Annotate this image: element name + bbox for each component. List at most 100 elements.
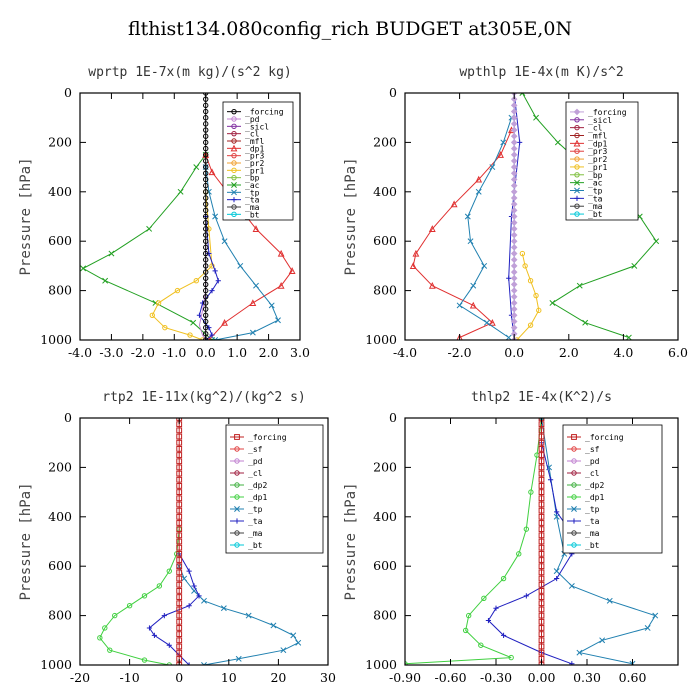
data-point-15 — [176, 507, 183, 514]
data-point-3 — [510, 108, 518, 115]
y-tick-label: 600 — [48, 233, 72, 248]
series-line — [82, 154, 213, 340]
data-point-6 — [270, 622, 277, 629]
data-point-9 — [107, 647, 113, 653]
data-point-2 — [166, 568, 172, 574]
y-axis-label: Pressure [hPa] — [18, 157, 34, 275]
data-point-7 — [203, 133, 209, 139]
data-point-7 — [176, 458, 183, 465]
data-point-5 — [568, 583, 575, 589]
data-point-12 — [176, 489, 183, 496]
data-point-9 — [483, 319, 490, 326]
series-group — [409, 93, 660, 340]
data-point-legend — [571, 494, 577, 500]
legend-entry-label: _bp — [245, 174, 260, 183]
data-point-2 — [510, 102, 518, 109]
data-point-31 — [203, 281, 209, 288]
chart-panel-4: thlp2 1E-4x(K^2)/s Pressure [hPa] -0.90 -0.… — [343, 390, 679, 685]
data-point-5 — [554, 575, 560, 582]
data-point-legend — [231, 108, 237, 115]
series-dp1 — [409, 126, 515, 340]
data-point-14 — [176, 501, 183, 508]
x-tick-label: 0 — [175, 670, 183, 685]
data-point-19 — [510, 207, 518, 214]
data-point-37 — [176, 643, 183, 650]
data-point-27 — [203, 257, 209, 263]
data-point-legend — [571, 458, 577, 464]
data-point-4 — [536, 307, 542, 314]
series-group — [405, 418, 659, 665]
data-point-legend — [231, 204, 237, 210]
legend-entry-label: _forcing — [588, 108, 627, 117]
data-point-1 — [208, 168, 216, 176]
y-axis-label: Pressure [hPa] — [343, 157, 359, 275]
legend-entry-label: _pd — [585, 457, 600, 466]
data-point-10 — [538, 476, 545, 483]
series-forcing — [510, 93, 518, 340]
series-line — [205, 154, 293, 340]
y-tick-label: 400 — [48, 509, 72, 524]
data-point-24 — [510, 237, 518, 245]
data-point-24 — [538, 563, 545, 570]
data-point-10 — [582, 319, 589, 326]
data-point-11 — [510, 157, 518, 165]
y-tick-label: 800 — [48, 283, 72, 298]
data-point-23 — [203, 232, 209, 238]
y-tick-label: 1000 — [365, 657, 397, 672]
data-point-34 — [176, 625, 183, 631]
data-point-6 — [481, 262, 488, 269]
data-point-8 — [485, 617, 492, 624]
data-point-legend — [571, 518, 577, 524]
x-tick-label: 0.60 — [619, 670, 647, 685]
data-point-7 — [162, 324, 168, 331]
data-point-37 — [510, 318, 518, 325]
data-point-legend — [234, 518, 240, 524]
legend-box — [562, 424, 663, 554]
data-point-19 — [203, 207, 209, 214]
data-point-legend — [231, 152, 237, 159]
legend-entry-label: _pr3 — [588, 147, 607, 156]
y-tick-label: 400 — [373, 509, 397, 524]
series-line — [151, 191, 213, 340]
data-point-legend — [234, 458, 240, 464]
plot-frame — [79, 92, 301, 341]
data-point-legend — [574, 117, 580, 123]
data-point-22 — [538, 550, 545, 557]
series-forcing — [538, 418, 545, 665]
data-point-3 — [176, 433, 183, 440]
data-point-legend — [571, 482, 577, 488]
data-point-5 — [176, 445, 183, 452]
x-tick-label: -4.0 — [68, 345, 92, 360]
legend-entry-label: _sf — [248, 445, 263, 454]
data-point-4 — [464, 213, 471, 220]
plot-frame — [79, 417, 329, 666]
data-point-4 — [538, 439, 545, 446]
data-point-37 — [538, 643, 545, 650]
legend-entry-label: _dp1 — [245, 144, 264, 153]
data-point-11 — [203, 158, 209, 164]
data-point-1 — [193, 164, 200, 171]
data-point-5 — [155, 300, 162, 306]
data-point-26 — [176, 575, 183, 582]
legend-entry-label: _bt — [248, 541, 263, 550]
y-tick-label: 800 — [48, 608, 72, 623]
data-point-4 — [209, 288, 215, 294]
data-point-30 — [510, 274, 518, 282]
legend-entry-label: _cl — [248, 469, 263, 478]
data-point-legend — [574, 124, 580, 131]
data-point-2 — [475, 175, 483, 183]
legend-entry-label: _cl — [585, 469, 600, 478]
data-point-37 — [203, 318, 209, 325]
data-point-1 — [186, 568, 192, 574]
data-point-4 — [428, 225, 436, 232]
data-point-20 — [203, 213, 209, 220]
x-tick-label: -3.0 — [99, 345, 123, 360]
data-point-6 — [203, 127, 209, 133]
x-tick-label: 4.0 — [613, 345, 633, 360]
data-point-3 — [146, 225, 153, 232]
data-point-6 — [523, 593, 529, 599]
y-tick-label: 1000 — [40, 332, 72, 347]
x-tick-label: -2.0 — [131, 345, 155, 360]
data-point-legend — [571, 446, 577, 452]
